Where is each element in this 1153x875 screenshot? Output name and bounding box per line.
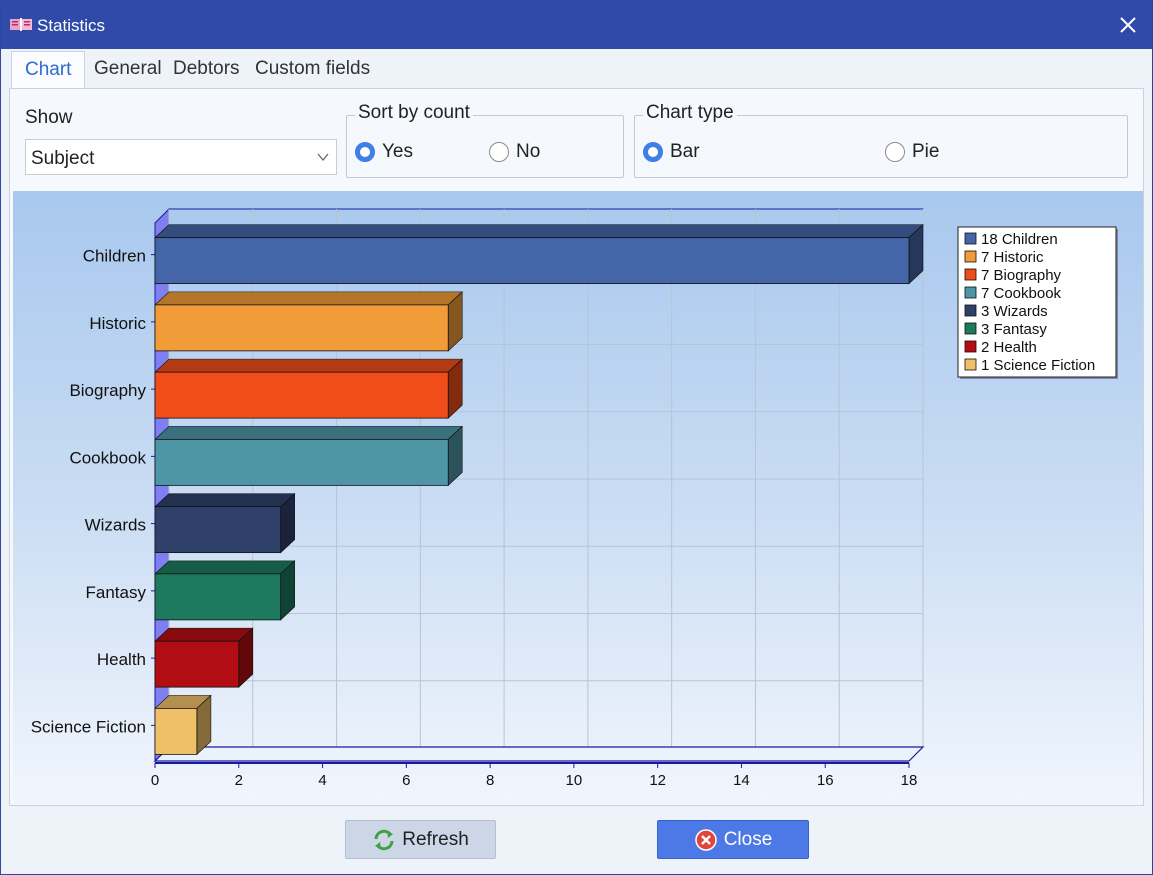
chart-type-pie-radio[interactable]: Pie	[885, 141, 939, 163]
legend-swatch	[964, 322, 977, 335]
y-tick-label: Children	[83, 247, 146, 266]
show-label: Show	[25, 107, 73, 128]
x-tick-label: 6	[402, 772, 410, 789]
legend-entry: 3 Wizards	[981, 303, 1048, 320]
y-tick-label: Health	[97, 650, 146, 669]
refresh-icon	[374, 829, 394, 850]
x-tick-label: 14	[733, 772, 750, 789]
chart-area: Children Historic Biography Cookbook Wizards…	[13, 191, 1143, 805]
y-tick-label: Wizards	[85, 516, 146, 535]
show-select-value: Subject	[31, 148, 95, 169]
x-tick-label: 12	[649, 772, 666, 789]
tab-chart[interactable]: Chart	[11, 51, 86, 89]
bar-science-fiction	[154, 707, 198, 755]
x-tick-label: 2	[235, 772, 243, 789]
chevron-down-icon	[317, 153, 329, 162]
bar-cookbook	[154, 438, 449, 486]
sort-no-radio[interactable]: No	[489, 141, 540, 163]
x-tick-label: 8	[486, 772, 494, 789]
sort-by-count-group: Sort by count	[346, 102, 624, 178]
window-title: Statistics	[37, 16, 106, 35]
close-circle-icon	[694, 828, 717, 851]
bar-top-health	[154, 627, 254, 642]
x-tick-label: 16	[817, 772, 834, 789]
legend-swatch	[964, 340, 977, 353]
bar-historic	[154, 304, 449, 352]
show-select[interactable]: Subject	[25, 139, 337, 175]
legend-swatch	[964, 232, 977, 245]
legend-entry: 7 Biography	[981, 267, 1062, 284]
legend-swatch	[964, 358, 977, 371]
x-tick-label: 4	[318, 772, 326, 789]
y-tick-label: Historic	[89, 314, 146, 333]
bar-fantasy	[154, 573, 282, 621]
legend-swatch	[964, 250, 977, 263]
sort-no-label: No	[516, 141, 541, 162]
y-tick-label: Fantasy	[86, 583, 147, 602]
close-icon	[1120, 17, 1136, 33]
x-tick-label: 0	[151, 772, 159, 789]
chart-type-label: Chart type	[643, 102, 737, 124]
radio-checked-icon	[355, 142, 375, 162]
legend-entry: 1 Science Fiction	[981, 357, 1095, 374]
book-icon	[10, 18, 32, 31]
radio-unchecked-icon	[489, 142, 509, 162]
legend-entry: 7 Historic	[981, 249, 1044, 266]
bar-top-children	[154, 224, 924, 238]
close-button[interactable]: Close	[657, 820, 809, 859]
legend-swatch	[964, 286, 977, 299]
x-tick-label: 18	[901, 772, 918, 789]
legend-swatch	[964, 304, 977, 317]
bar-top-biography	[154, 358, 463, 373]
legend-box	[957, 226, 1117, 378]
chart-type-bar-radio[interactable]: Bar	[643, 141, 700, 163]
refresh-button[interactable]: Refresh	[345, 820, 496, 859]
bar-top-fantasy	[154, 560, 296, 575]
tab-custom-fields[interactable]: Custom fields	[255, 58, 371, 79]
bar-top-historic	[154, 291, 463, 306]
legend-swatch	[964, 268, 977, 281]
legend-entry: 2 Health	[981, 339, 1037, 356]
bar-children	[154, 237, 910, 285]
sort-yes-label: Yes	[382, 141, 413, 162]
legend-entry: 7 Cookbook	[981, 285, 1062, 302]
title-bar: Statistics	[1, 1, 1152, 49]
refresh-button-label: Refresh	[402, 828, 469, 850]
y-tick-label: Biography	[69, 381, 146, 400]
y-tick-label: Science Fiction	[31, 717, 146, 736]
chart-type-pie-label: Pie	[912, 141, 940, 162]
bar-top-cookbook	[154, 426, 463, 440]
plot-floor	[153, 746, 925, 762]
radio-unchecked-icon	[885, 142, 905, 162]
sort-yes-radio[interactable]: Yes	[355, 141, 413, 163]
radio-checked-icon	[643, 142, 663, 162]
legend-entry: 18 Children	[981, 231, 1058, 248]
tab-general[interactable]: General	[94, 58, 162, 79]
tab-debtors[interactable]: Debtors	[173, 58, 240, 79]
bar-wizards	[154, 506, 282, 554]
x-tick-label: 10	[566, 772, 583, 789]
chart-type-bar-label: Bar	[670, 141, 700, 162]
bar-top-wizards	[154, 493, 296, 507]
bar-health	[154, 640, 240, 688]
chart-type-group: Chart type	[634, 102, 1128, 178]
bar-chart: Children Historic Biography Cookbook Wizards…	[31, 207, 1118, 789]
close-button-label: Close	[723, 828, 773, 850]
legend-entry: 3 Fantasy	[981, 321, 1047, 338]
sort-by-count-label: Sort by count	[355, 102, 473, 124]
tab-bar: Chart General Debtors Custom fields	[11, 51, 1143, 89]
close-window-button[interactable]	[1110, 7, 1146, 43]
y-tick-label: Cookbook	[69, 448, 146, 467]
bar-biography	[154, 371, 449, 419]
